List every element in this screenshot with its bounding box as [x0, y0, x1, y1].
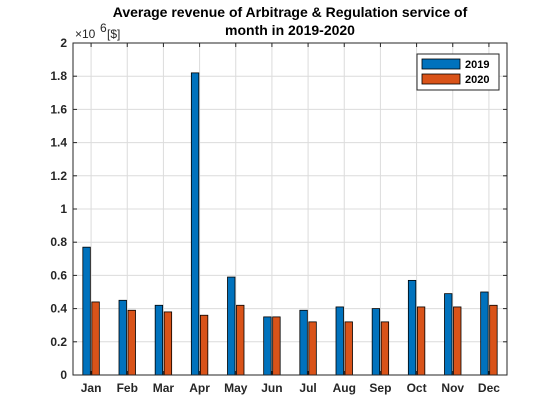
- legend-swatch-2020: [421, 73, 461, 85]
- bar-2020-oct: [416, 306, 426, 376]
- plot-area: 0 0.2 0.4 0.6 0.8 1 1.2 1.4 1.6 1.8 2 Jan Feb Mar Apr M…: [50, 21, 508, 395]
- bar-2019-may: [227, 276, 236, 376]
- chart-title-line-2: month in 2019-2020: [225, 22, 355, 38]
- bar-2019-oct: [407, 279, 417, 376]
- y-tick-label: 0.4: [50, 302, 67, 316]
- bar-2020-mar: [163, 311, 173, 376]
- bar-2019-nov: [444, 293, 453, 376]
- bar-2020-sep: [380, 321, 390, 376]
- bar-2019-mar: [154, 304, 164, 376]
- bar-2019-apr: [190, 72, 200, 376]
- y-tick-label: 0.2: [50, 335, 67, 349]
- bar-2020-jan: [91, 301, 100, 376]
- y-tick-label: 1.8: [50, 69, 67, 83]
- legend-label-2019: 2019: [465, 59, 489, 71]
- x-tick-label-may: May: [224, 381, 248, 395]
- bar-2020-jul: [308, 321, 317, 376]
- x-tick-label-jan: Jan: [81, 381, 102, 395]
- x-tick-label-mar: Mar: [153, 381, 175, 395]
- bar-2019-aug: [335, 306, 344, 376]
- bar-2020-nov: [453, 306, 462, 376]
- y-tick-label: 0: [60, 368, 67, 382]
- x-tick-label-sep: Sep: [369, 381, 391, 395]
- x-tick-label-apr: Apr: [189, 381, 210, 395]
- y-tick-label: 0.6: [50, 268, 67, 282]
- y-tick-label: 1: [60, 202, 67, 216]
- y-tick-label: 2: [60, 36, 67, 50]
- y-axis-exponent: 6: [100, 21, 107, 35]
- x-tick-label-oct: Oct: [407, 381, 427, 395]
- bar-2019-dec: [480, 291, 489, 376]
- y-axis-multiplier: ×10: [75, 27, 96, 41]
- legend-label-2020: 2020: [465, 74, 489, 86]
- bar-2019-jun: [263, 316, 272, 376]
- y-tick-label: 1.6: [50, 102, 67, 116]
- chart-title-line-1: Average revenue of Arbitrage & Regulatio…: [113, 4, 468, 20]
- bar-2019-sep: [371, 308, 381, 376]
- x-tick-label-dec: Dec: [478, 381, 500, 395]
- bar-2020-aug: [344, 321, 353, 376]
- bar-2019-jan: [82, 246, 91, 376]
- x-tick-label-feb: Feb: [117, 381, 138, 395]
- x-tick-label-aug: Aug: [333, 381, 356, 395]
- legend-swatch-2019: [421, 58, 461, 70]
- y-tick-label: 1.4: [50, 136, 67, 150]
- x-tick-label-jul: Jul: [299, 381, 316, 395]
- bar-2020-feb: [127, 309, 136, 376]
- bar-2019-feb: [118, 299, 127, 376]
- bar-2020-jun: [272, 316, 281, 376]
- y-tick-label: 0.8: [50, 235, 67, 249]
- bar-2019-jul: [299, 309, 308, 376]
- bar-2020-may: [236, 304, 245, 376]
- bar-2020-dec: [489, 304, 498, 376]
- y-tick-label: 1.2: [50, 169, 67, 183]
- bar-2020-apr: [199, 314, 209, 376]
- y-axis-unit: [$]: [107, 27, 120, 41]
- x-tick-label-jun: Jun: [261, 381, 282, 395]
- x-tick-label-nov: Nov: [441, 381, 464, 395]
